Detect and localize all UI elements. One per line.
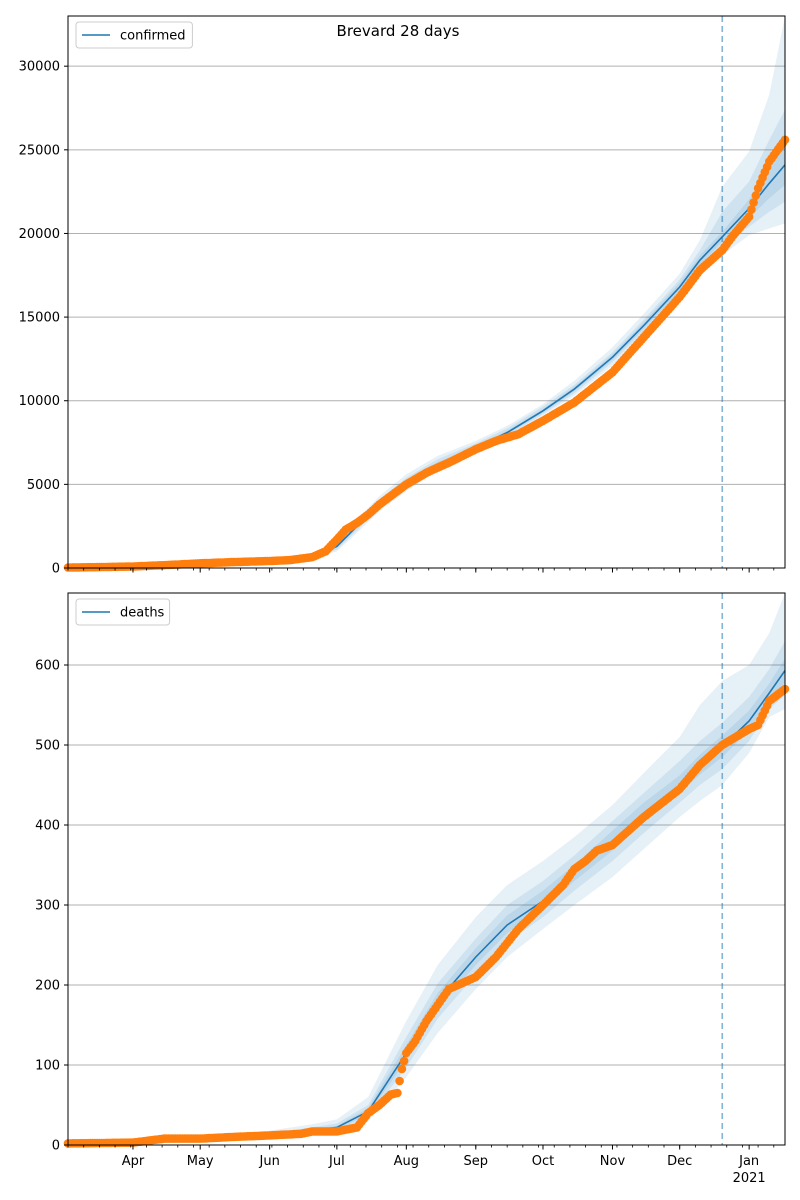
deaths-panel: 0 100 200 300 400 500 600 Apr May Jun Jul Aug Sep Oct…	[35, 592, 790, 1186]
x-tick-label: May	[187, 1154, 214, 1169]
observed-point	[399, 1056, 409, 1066]
y-tick-label: 5000	[27, 478, 60, 493]
confidence-band	[68, 641, 785, 1145]
y-tick-label: 200	[35, 979, 60, 994]
observed-point	[747, 205, 756, 214]
x-tick-label: Jan	[738, 1154, 759, 1169]
observed-point	[749, 198, 758, 207]
y-tick-label: 600	[35, 659, 60, 674]
y-tick-label: 10000	[19, 394, 60, 409]
legend-box	[75, 21, 193, 49]
confirmed-panel: 0 5000 10000 15000 20000 25000 30000 confirmed	[19, 15, 790, 577]
plot-frame	[67, 592, 786, 1146]
confidence-band	[68, 109, 785, 568]
observed-point	[393, 1088, 402, 1098]
y-tick-label: 400	[35, 819, 60, 834]
observed-point	[751, 191, 761, 200]
y-tick-label: 15000	[19, 311, 60, 326]
x-tick-label: Oct	[532, 1154, 554, 1169]
legend-label: deaths	[120, 606, 165, 621]
y-tick-label: 0	[52, 562, 60, 577]
x-year-label: 2021	[733, 1171, 766, 1186]
x-tick-label: Nov	[600, 1154, 626, 1169]
x-tick-label: Aug	[394, 1154, 419, 1169]
x-tick-label: Jul	[328, 1154, 345, 1169]
legend-box	[75, 598, 171, 626]
chart-title: Brevard 28 days	[337, 22, 460, 40]
fit-line	[67, 164, 786, 569]
y-tick-label: 20000	[19, 227, 60, 242]
x-tick-label: Dec	[667, 1154, 692, 1169]
confidence-band	[68, 144, 785, 568]
x-tick-label: Apr	[122, 1154, 145, 1169]
y-tick-label: 500	[35, 739, 60, 754]
observed-point	[397, 1064, 407, 1074]
observed-point	[744, 212, 754, 221]
y-tick-label: 100	[35, 1059, 60, 1074]
confidence-band	[68, 593, 785, 1145]
plot-frame	[67, 15, 786, 569]
y-tick-label: 0	[52, 1139, 60, 1154]
legend-label: confirmed	[120, 29, 186, 44]
y-tick-label: 25000	[19, 143, 60, 158]
y-tick-label: 300	[35, 899, 60, 914]
x-tick-label: Sep	[464, 1154, 489, 1169]
observed-point	[395, 1076, 404, 1086]
y-tick-label: 30000	[19, 60, 60, 75]
confidence-band	[68, 658, 785, 1145]
x-tick-label: Jun	[259, 1154, 280, 1169]
